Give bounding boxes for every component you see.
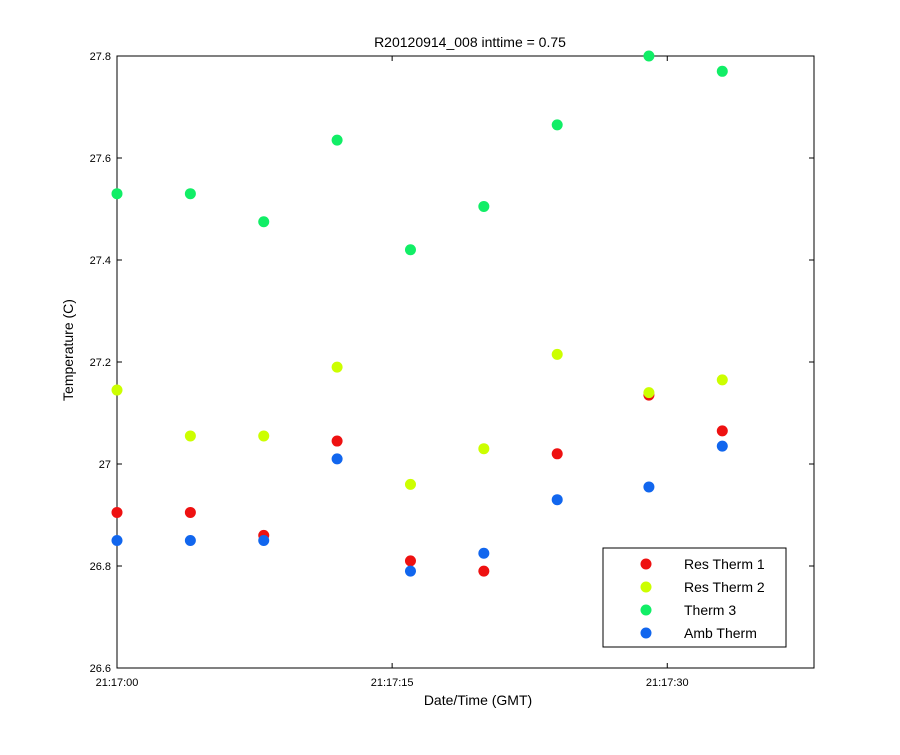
data-point [643, 481, 655, 493]
data-point [551, 448, 563, 460]
data-point [478, 565, 490, 577]
data-point [184, 430, 196, 442]
data-point [111, 506, 123, 518]
legend-label: Res Therm 1 [684, 556, 765, 572]
data-point [331, 361, 343, 373]
data-point [404, 478, 416, 490]
data-point [551, 119, 563, 131]
series-res-therm-2 [111, 348, 728, 490]
y-tick-label: 26.8 [90, 561, 111, 573]
data-point [258, 216, 270, 228]
data-point [258, 430, 270, 442]
legend-label: Res Therm 2 [684, 579, 765, 595]
data-point [331, 134, 343, 146]
y-tick-label: 27.4 [90, 255, 111, 267]
legend-box [602, 547, 787, 648]
legend-marker [640, 627, 652, 639]
data-point [716, 425, 728, 437]
data-point [184, 188, 196, 200]
data-point [331, 435, 343, 447]
series-therm-3 [111, 50, 728, 256]
data-point [643, 387, 655, 399]
data-point [478, 547, 490, 559]
y-tick-label: 27.2 [90, 357, 111, 369]
y-axis-title: Temperature (C) [60, 299, 76, 401]
y-tick-label: 27.6 [90, 153, 111, 165]
data-point [643, 50, 655, 62]
data-point [551, 494, 563, 506]
legend-marker [640, 581, 652, 593]
y-tick-label: 27 [99, 459, 111, 471]
data-point [184, 506, 196, 518]
x-tick-label: 21:17:15 [371, 677, 414, 689]
legend: Res Therm 1 Res Therm 2 Therm 3 Amb Therm [602, 547, 787, 648]
data-point [258, 535, 270, 546]
axis-ticks: 21:17:00 21:17:15 21:17:30 26.6 26.8 27 27.2 27… [90, 51, 814, 689]
data-point [716, 440, 728, 452]
legend-marker [640, 558, 652, 570]
data-point [716, 374, 728, 386]
x-tick-label: 21:17:30 [646, 677, 689, 689]
data-point [551, 348, 563, 360]
legend-label: Therm 3 [684, 602, 736, 618]
data-point [404, 565, 416, 577]
data-point [111, 535, 123, 546]
data-point [716, 65, 728, 77]
legend-marker [640, 604, 652, 616]
y-tick-label: 27.8 [90, 51, 111, 63]
series-amb-therm [111, 440, 728, 577]
legend-label: Amb Therm [684, 625, 757, 641]
data-point [331, 453, 343, 465]
x-tick-label: 21:17:00 [96, 677, 139, 689]
chart-title: R20120914_008 inttime = 0.75 [374, 34, 566, 50]
data-point [111, 384, 123, 396]
data-point [404, 244, 416, 256]
y-tick-label: 26.6 [90, 663, 111, 675]
data-point [478, 443, 490, 455]
data-point [111, 188, 123, 200]
x-axis-title: Date/Time (GMT) [424, 692, 532, 708]
data-point [184, 535, 196, 546]
data-points [111, 50, 728, 577]
data-point [478, 200, 490, 212]
data-point [404, 555, 416, 567]
